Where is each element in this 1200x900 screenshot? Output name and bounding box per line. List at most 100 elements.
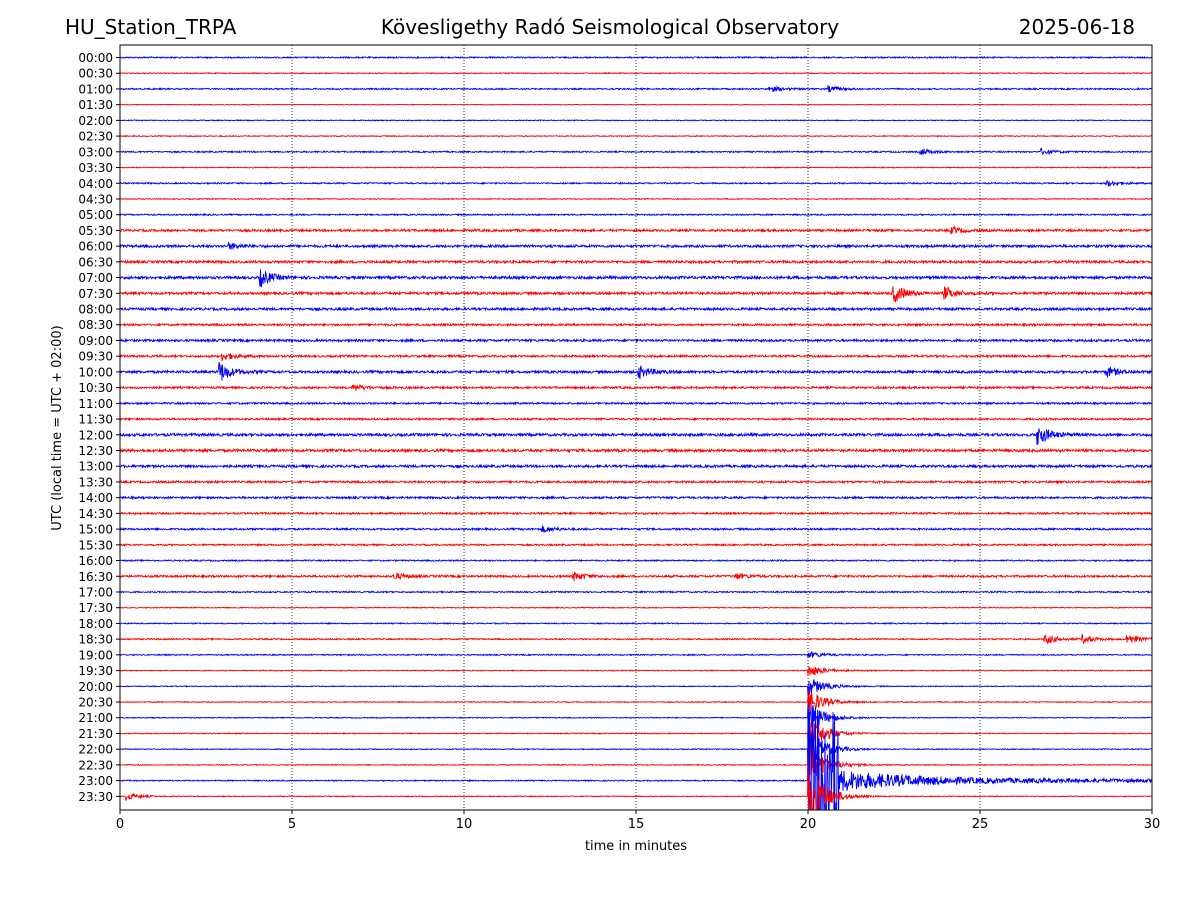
seismic-trace: [120, 495, 1152, 501]
x-axis-label: time in minutes: [585, 839, 687, 854]
y-tick-label: 00:30: [78, 67, 113, 81]
seismic-trace: [120, 727, 1152, 766]
y-tick-label: 11:30: [78, 413, 113, 427]
seismic-trace: [120, 679, 1152, 696]
y-tick-label: 19:30: [78, 664, 113, 678]
y-tick-label: 21:30: [78, 727, 113, 741]
y-tick-label: 04:00: [78, 177, 113, 191]
seismic-trace: [120, 606, 1152, 610]
seismic-trace: [120, 463, 1152, 470]
y-tick-label: 03:00: [78, 145, 113, 159]
y-tick-label: 23:00: [78, 774, 113, 788]
y-tick-label: 13:00: [78, 460, 113, 474]
seismic-trace: [120, 665, 1152, 676]
seismic-trace: [120, 428, 1152, 445]
x-tick-label: 10: [456, 817, 473, 832]
seismic-trace: [120, 180, 1152, 187]
y-tick-label: 06:30: [78, 255, 113, 269]
y-tick-label: 18:00: [78, 617, 113, 631]
seismic-trace: [120, 71, 1152, 75]
y-tick-label: 01:30: [78, 98, 113, 112]
y-tick-label: 22:00: [78, 743, 113, 757]
y-tick-label: 04:30: [78, 192, 113, 206]
y-tick-label: 08:00: [78, 303, 113, 317]
y-tick-label: 02:30: [78, 130, 113, 144]
y-tick-label: 14:30: [78, 507, 113, 521]
seismic-trace: [120, 103, 1152, 106]
seismic-trace: [120, 352, 1152, 362]
y-tick-label: 07:30: [78, 287, 113, 301]
seismic-trace: [120, 634, 1152, 645]
grid-layer: [291, 45, 981, 810]
y-tick-label: 15:30: [78, 538, 113, 552]
seismic-trace: [120, 361, 1152, 381]
seismic-trace: [120, 704, 1152, 810]
y-tick-label: 18:30: [78, 633, 113, 647]
seismic-trace: [120, 510, 1152, 516]
y-tick-label: 16:00: [78, 554, 113, 568]
y-tick-label: 17:00: [78, 585, 113, 599]
seismic-trace: [120, 85, 1152, 93]
seismic-trace: [120, 571, 1152, 582]
seismic-trace: [120, 479, 1152, 485]
seismic-trace: [120, 650, 1152, 659]
seismic-trace: [120, 525, 1152, 533]
y-tick-label: 19:00: [78, 648, 113, 662]
x-tick-label: 30: [1144, 817, 1161, 832]
seismic-trace: [120, 322, 1152, 328]
seismic-trace: [120, 621, 1152, 626]
x-tick-label: 20: [800, 817, 817, 832]
seismic-trace: [120, 702, 1152, 729]
y-tick-label: 10:30: [78, 381, 113, 395]
seismic-trace: [120, 134, 1152, 138]
seismic-trace: [120, 416, 1152, 422]
y-tick-label: 09:00: [78, 334, 113, 348]
seismic-trace: [120, 225, 1152, 235]
seismic-trace: [120, 166, 1152, 169]
y-tick-label: 01:00: [78, 82, 113, 96]
y-tick-label: 08:30: [78, 318, 113, 332]
station-name: HU_Station_TRPA: [65, 15, 237, 39]
y-tick-label: 12:00: [78, 428, 113, 442]
y-tick-label: 06:00: [78, 240, 113, 254]
seismic-trace: [120, 197, 1152, 201]
seismic-trace: [120, 689, 1152, 713]
seismic-trace: [120, 241, 1152, 250]
y-tick-label: 02:00: [78, 114, 113, 128]
seismic-trace: [120, 741, 1152, 777]
seismic-trace: [120, 558, 1152, 563]
seismic-trace: [120, 119, 1152, 122]
seismic-trace: [120, 337, 1152, 344]
seismic-trace: [120, 590, 1152, 594]
x-tick-label: 25: [972, 817, 989, 832]
y-tick-label: 05:30: [78, 224, 113, 238]
seismic-trace: [120, 383, 1152, 392]
seismic-trace: [120, 447, 1152, 454]
seismic-trace: [120, 55, 1152, 60]
seismic-trace: [120, 147, 1152, 156]
chart-date: 2025-06-18: [1018, 15, 1135, 39]
y-tick-label: 09:30: [78, 350, 113, 364]
seismic-trace: [120, 717, 1152, 750]
y-tick-label: 17:30: [78, 601, 113, 615]
y-tick-label: 22:30: [78, 758, 113, 772]
y-tick-label: 10:00: [78, 365, 113, 379]
x-tick-label: 15: [628, 817, 645, 832]
x-tick-label: 0: [116, 817, 124, 832]
seismic-trace: [120, 212, 1152, 217]
x-tick-labels: 0 5 10 15 20 25 30: [116, 810, 1160, 832]
y-tick-label: 21:00: [78, 711, 113, 725]
seismic-trace: [120, 306, 1152, 312]
y-tick-label: 11:00: [78, 397, 113, 411]
y-tick-label: 03:30: [78, 161, 113, 175]
y-tick-label: 16:30: [78, 570, 113, 584]
y-tick-label: 20:00: [78, 680, 113, 694]
seismic-trace: [120, 286, 1152, 303]
seismic-trace: [120, 763, 1152, 810]
seismic-trace: [120, 269, 1152, 288]
y-tick-label: 14:00: [78, 491, 113, 505]
y-tick-label: 23:30: [78, 790, 113, 804]
trace-layer: [120, 55, 1152, 810]
